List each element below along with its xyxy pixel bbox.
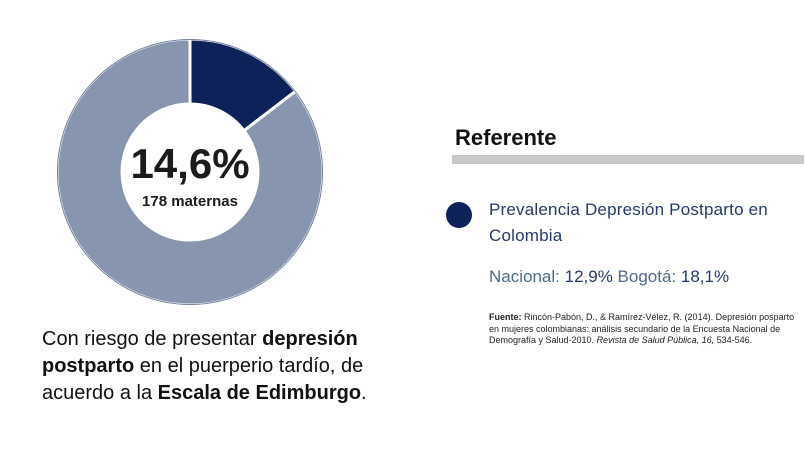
donut-outline	[57, 39, 323, 305]
source-journal: Revista de Salud Pública, 16,	[596, 335, 715, 345]
chart-caption: Con riesgo de presentar depresión postpa…	[42, 326, 402, 407]
referente-heading: Referente	[455, 125, 557, 150]
caption-bold-1: depresión postparto	[42, 328, 358, 377]
bullet-dot-icon	[446, 202, 472, 228]
referente-divider	[452, 155, 804, 164]
bogota-value: 18,1%	[680, 267, 730, 286]
source-text: Rincón-Pabón, D., & Ramírez-Vélez, R. (2…	[489, 312, 795, 345]
caption-text-2: en el puerperio tardío, de acuerdo a la	[42, 355, 364, 404]
bogota-label: Bogotá:	[617, 267, 677, 286]
caption-text-1: Con riesgo de presentar	[42, 328, 263, 350]
source-label: Fuente:	[489, 312, 522, 322]
source-pages: 534-546.	[714, 335, 753, 345]
nacional-label: Nacional:	[489, 267, 560, 286]
prevalence-text: Prevalencia Depresión Postparto en Colom…	[489, 200, 768, 245]
caption-bold-2: Escala de Edimburgo	[157, 382, 362, 404]
caption-text-3: .	[361, 382, 367, 404]
donut-chart	[55, 37, 325, 307]
center-count: 178 maternas	[142, 193, 238, 210]
source-citation: Fuente: Rincón-Pabón, D., & Ramírez-Véle…	[489, 312, 799, 347]
center-percentage: 14,6%	[130, 140, 250, 187]
prevalence-stats: Nacional: 12,9% Bogotá: 18,1%	[489, 267, 729, 287]
nacional-value: 12,9%	[564, 267, 613, 286]
